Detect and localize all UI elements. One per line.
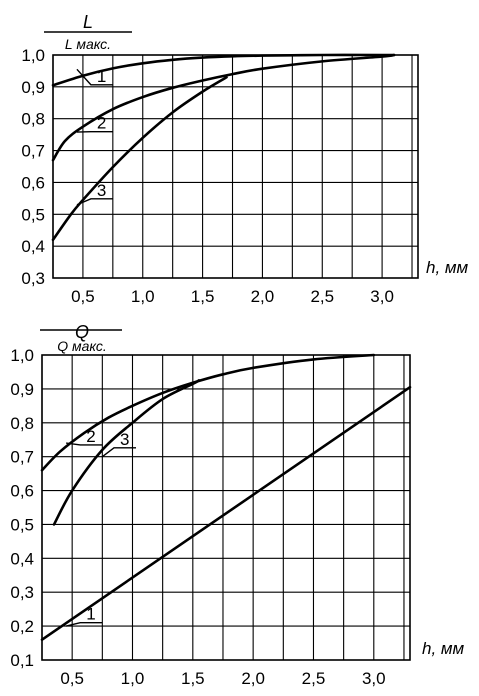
y-tick-label: 0,7 (21, 142, 45, 161)
curve-label-leader (65, 621, 103, 627)
y-tick-label: 0,5 (10, 515, 34, 534)
y-tick-label: 0,8 (21, 110, 45, 129)
chart1-plot: 0,3 0,4 0,5 0,6 0,7 0,8 0,9 1,0 0,5 1,0 1,5 2,0 2,5 3… (21, 46, 419, 306)
x-tick-label: 0,5 (71, 287, 95, 306)
curve-label-1: 1 (86, 605, 95, 624)
y-tick-label: 0,4 (21, 237, 45, 256)
curve-label-leader (76, 198, 113, 206)
series-curve-1 (40, 385, 412, 641)
y-tick-label: 1,0 (10, 346, 34, 365)
chart1-ylabel-bottom: L макс. (65, 36, 111, 52)
curve-label-leader (66, 442, 103, 446)
chart1-xlabel: h, мм (426, 258, 469, 277)
x-tick-label: 2,5 (302, 669, 326, 688)
x-tick-label: 2,5 (310, 287, 334, 306)
y-tick-label: 0,4 (10, 549, 34, 568)
plot-frame (52, 54, 419, 279)
curve-label-leader (76, 68, 113, 86)
chart2-ylabel-top: Q (75, 322, 89, 342)
chart1-ylabel-top: L (83, 12, 93, 32)
y-tick-label: 1,0 (21, 46, 45, 65)
series-curve-2 (51, 53, 396, 162)
series-curve-2 (40, 353, 376, 472)
curve-label-leader (101, 447, 137, 458)
curve-label-3: 3 (97, 181, 106, 200)
y-tick-label: 0,3 (10, 583, 34, 602)
x-tick-label: 0,5 (60, 669, 84, 688)
chart2-plot: 0,1 0,2 0,3 0,4 0,5 0,6 0,7 0,8 0,9 1,0 0,5 1,0 1,5 2… (10, 346, 412, 688)
curve-label-2: 2 (97, 114, 106, 133)
x-tick-label: 1,0 (121, 669, 145, 688)
curve-label-2: 2 (86, 427, 95, 446)
curve-label-3: 3 (120, 430, 129, 449)
series-curve-3 (51, 76, 228, 242)
plot-frame (41, 354, 411, 661)
chart2-ylabel-bottom: Q макс. (57, 338, 107, 354)
y-tick-label: 0,9 (21, 78, 45, 97)
y-tick-label: 0,8 (10, 414, 34, 433)
series-curve-3 (52, 379, 201, 526)
x-tick-label: 3,0 (370, 287, 394, 306)
y-tick-label: 0,6 (21, 173, 45, 192)
x-tick-label: 1,0 (131, 287, 155, 306)
y-tick-label: 0,1 (10, 651, 34, 670)
y-tick-label: 0,5 (21, 205, 45, 224)
x-tick-label: 2,0 (251, 287, 275, 306)
chart2-xlabel: h, мм (422, 639, 465, 658)
x-tick-label: 2,0 (241, 669, 265, 688)
series-curve-1 (51, 53, 396, 87)
x-tick-label: 1,5 (181, 669, 205, 688)
x-tick-label: 1,5 (191, 287, 215, 306)
y-tick-label: 0,6 (10, 482, 34, 501)
y-tick-label: 0,7 (10, 448, 34, 467)
curve-label-1: 1 (97, 67, 106, 86)
y-tick-label: 0,3 (21, 269, 45, 288)
x-tick-label: 3,0 (362, 669, 386, 688)
y-tick-label: 0,2 (10, 617, 34, 636)
y-tick-label: 0,9 (10, 380, 34, 399)
